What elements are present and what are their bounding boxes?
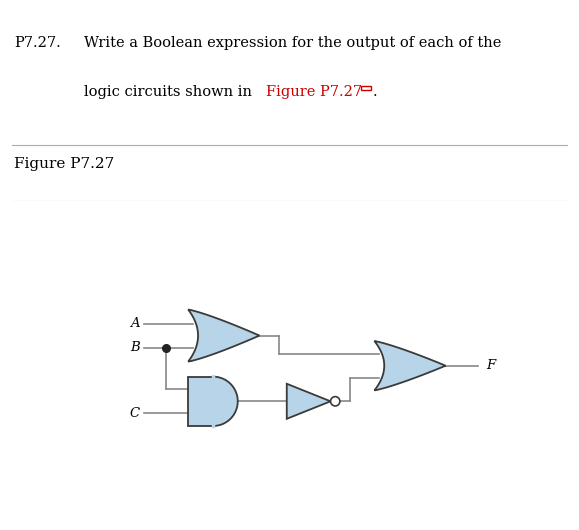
Text: Figure P7.27: Figure P7.27 (266, 85, 362, 99)
Text: A: A (130, 317, 140, 330)
Text: Write a Boolean expression for the output of each of the: Write a Boolean expression for the outpu… (84, 36, 501, 50)
Text: P7.27.: P7.27. (14, 36, 61, 50)
Text: Figure P7.27: Figure P7.27 (14, 157, 115, 171)
Polygon shape (213, 377, 238, 426)
Text: F: F (487, 359, 496, 372)
Polygon shape (188, 377, 213, 426)
Text: C: C (130, 407, 140, 420)
Bar (361, 86, 371, 90)
Circle shape (331, 396, 340, 406)
Polygon shape (287, 384, 331, 419)
Text: logic circuits shown in: logic circuits shown in (84, 85, 256, 99)
Text: .: . (372, 85, 377, 99)
Polygon shape (375, 341, 446, 390)
Polygon shape (188, 310, 259, 361)
Text: B: B (130, 341, 140, 354)
